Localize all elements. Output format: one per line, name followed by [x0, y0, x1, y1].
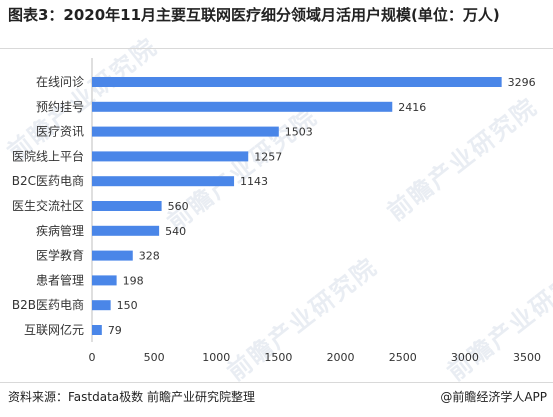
bar: [92, 151, 249, 162]
data-label: 560: [168, 200, 189, 213]
category-label: 医院线上平台: [12, 148, 84, 163]
bar: [92, 250, 133, 261]
x-tick-label: 3500: [513, 351, 541, 364]
bar: [92, 101, 393, 112]
bar: [92, 176, 235, 187]
x-tick-label: 1500: [264, 351, 292, 364]
category-label: 医疗资讯: [36, 125, 84, 139]
data-label: 3296: [508, 76, 536, 89]
bar: [92, 300, 111, 311]
bar: [92, 126, 279, 137]
brand-label: @前瞻经济学人APP: [440, 390, 547, 404]
category-label: 预约挂号: [36, 99, 84, 114]
chart-title: 图表3：2020年11月主要互联网医疗细分领域月活用户规模(单位：万人): [8, 6, 500, 24]
category-label: B2C医药电商: [12, 173, 84, 188]
x-tick-label: 3000: [451, 351, 479, 364]
data-label: 150: [117, 299, 138, 312]
bar: [92, 275, 117, 286]
x-tick-label: 2500: [389, 351, 417, 364]
category-label: 患者管理: [36, 272, 84, 287]
category-label: 互联网亿元: [24, 322, 84, 337]
category-label: 医学教育: [36, 248, 84, 263]
data-label: 1257: [254, 150, 282, 163]
data-label: 2416: [398, 101, 426, 114]
data-label: 198: [123, 274, 144, 287]
divider: [0, 382, 553, 383]
bar: [92, 325, 102, 335]
data-label: 1503: [285, 126, 313, 139]
bar: [92, 201, 162, 211]
source-note: 资料来源：Fastdata极数 前瞻产业研究院整理: [8, 390, 255, 404]
category-label: 医生交流社区: [12, 198, 84, 213]
category-label: 疾病管理: [36, 223, 84, 238]
x-tick-label: 500: [144, 351, 165, 364]
divider: [0, 48, 553, 49]
data-label: 79: [108, 324, 122, 337]
bar: [92, 225, 160, 236]
x-tick-label: 1000: [202, 351, 230, 364]
x-tick-label: 2000: [327, 351, 355, 364]
data-label: 540: [165, 225, 186, 238]
x-tick-label: 0: [89, 351, 96, 364]
data-label: 328: [139, 250, 160, 263]
category-label: B2B医药电商: [12, 297, 84, 312]
data-label: 1143: [240, 175, 268, 188]
category-label: 在线问诊: [36, 75, 84, 89]
bar: [92, 77, 502, 87]
